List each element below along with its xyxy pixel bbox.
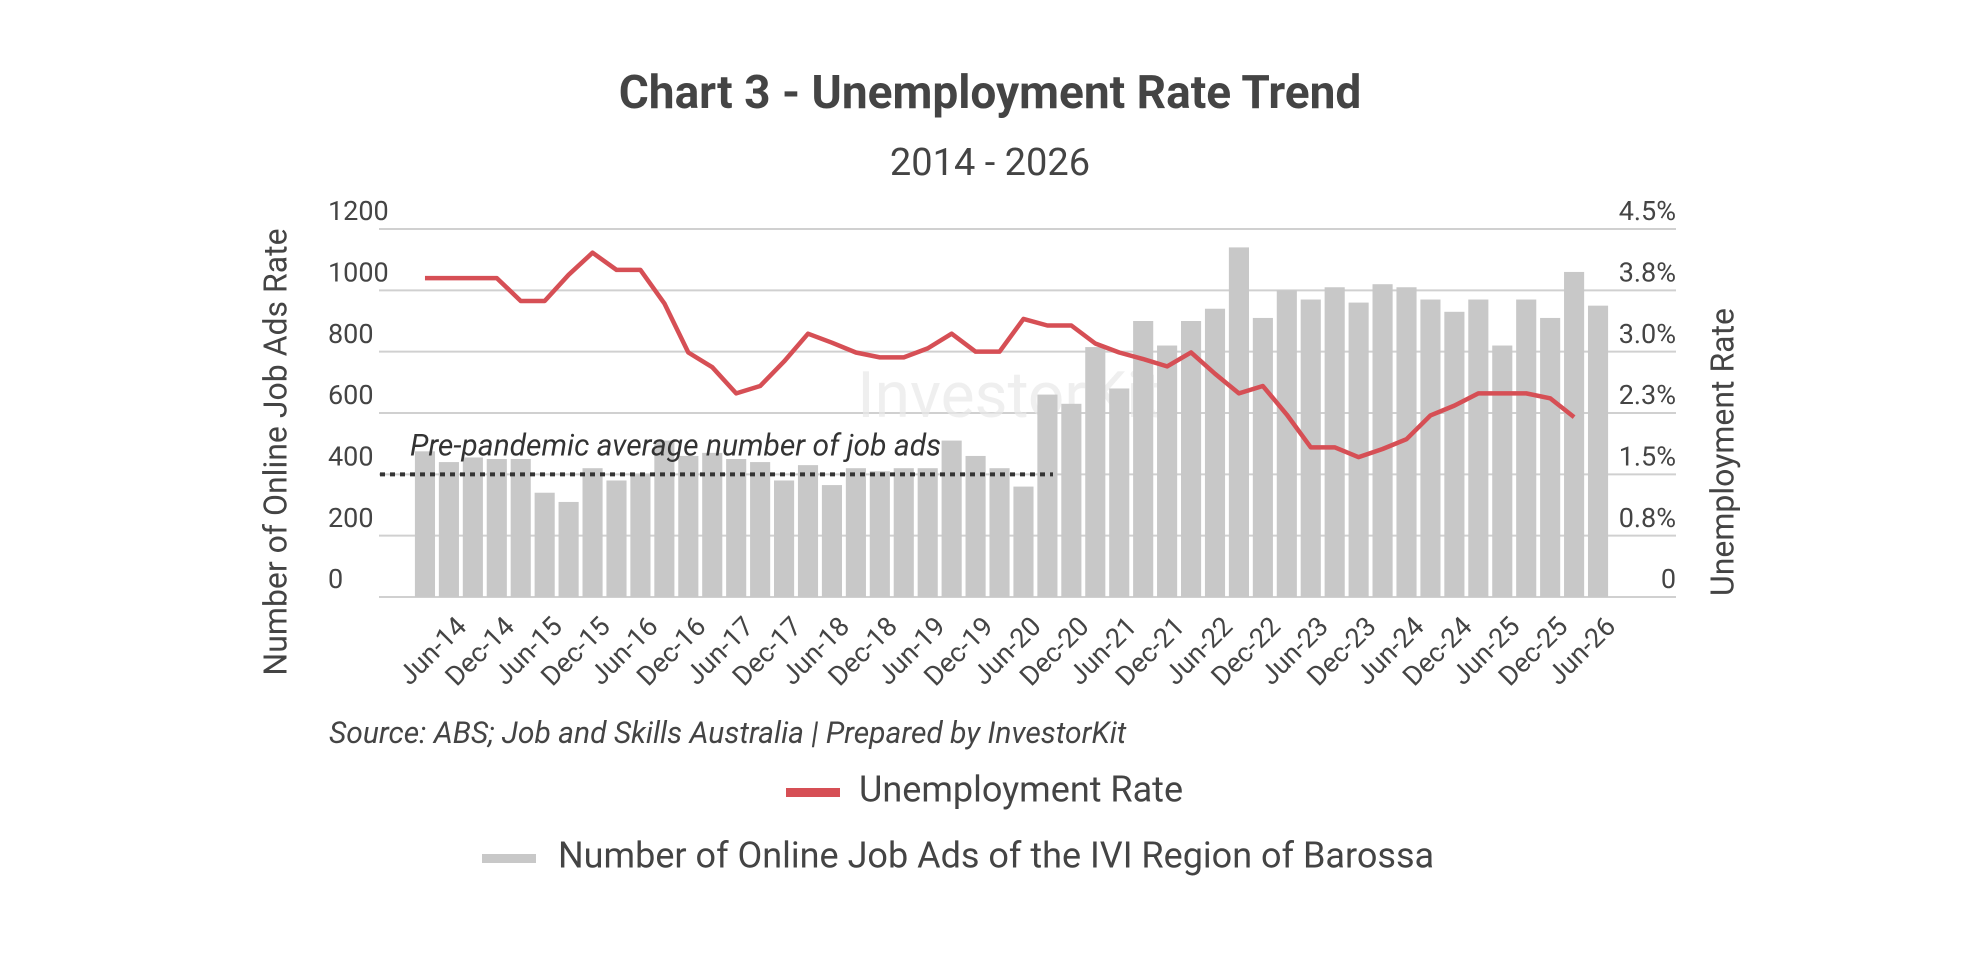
y-tick-label: 600 [328, 379, 374, 411]
bar [869, 471, 890, 597]
y2-tick-label: 4.5% [1619, 195, 1676, 227]
line-series [424, 250, 1576, 460]
y-tick-label: 400 [328, 440, 374, 472]
bar [1516, 299, 1537, 597]
bar [1061, 403, 1082, 597]
bar [774, 480, 795, 597]
y-tick-label: 1000 [328, 256, 389, 288]
bar [797, 465, 819, 597]
bar [1587, 305, 1609, 597]
bar [750, 462, 771, 597]
y2-tick-label: 0 [1661, 563, 1676, 595]
bar [1252, 317, 1273, 597]
bar [630, 474, 651, 597]
bar [1396, 287, 1417, 597]
chart-title: Chart 3 - Unemployment Rate Trend [619, 66, 1362, 120]
bar [678, 455, 699, 597]
y2-tick-label: 0.8% [1619, 502, 1676, 534]
bar [965, 455, 986, 597]
bar [941, 440, 962, 597]
bar [1420, 299, 1441, 597]
legend-label: Unemployment Rate [859, 769, 1183, 811]
bar [462, 457, 483, 597]
bar [1085, 347, 1106, 597]
bar [1564, 271, 1585, 597]
bar [1157, 345, 1178, 597]
y-tick-label: 1200 [328, 195, 389, 227]
bar [1492, 345, 1513, 597]
y2-tick-label: 3.8% [1619, 256, 1676, 288]
bar [486, 459, 507, 597]
bar [1180, 321, 1202, 597]
bar [1228, 247, 1249, 597]
bar [1109, 388, 1130, 597]
bar [726, 459, 747, 597]
bar [1276, 290, 1297, 597]
bar [438, 462, 459, 597]
chart-subtitle: 2014 - 2026 [890, 141, 1090, 185]
bar [702, 452, 723, 597]
y-tick-label: 200 [328, 502, 374, 534]
bar [606, 480, 627, 597]
y2-tick-label: 2.3% [1619, 379, 1676, 411]
y2-axis-title: Unemployment Rate [1703, 308, 1741, 596]
bar [1444, 311, 1465, 597]
annotation-text: Pre-pandemic average number of job ads [410, 428, 941, 463]
bar [821, 485, 843, 597]
bar [510, 459, 531, 597]
legend-swatch [482, 854, 536, 863]
bar [582, 468, 603, 597]
bar [1037, 394, 1058, 597]
bar [1372, 284, 1393, 597]
bar [989, 468, 1010, 597]
bar [534, 492, 555, 597]
y2-tick-label: 3.0% [1619, 318, 1676, 350]
y-tick-label: 800 [328, 318, 374, 350]
y-tick-label: 0 [328, 563, 343, 595]
legend-swatch [786, 788, 840, 797]
legend-label: Number of Online Job Ads of the IVI Regi… [558, 835, 1434, 877]
bar [1013, 486, 1034, 597]
bar [893, 468, 914, 597]
bar [1540, 317, 1561, 597]
y2-tick-label: 1.5% [1619, 440, 1676, 472]
source-note: Source: ABS; Job and Skills Australia | … [329, 716, 1127, 751]
bar [414, 451, 436, 597]
y-axis-title: Number of Online Job Ads Rate [256, 228, 294, 675]
bar [917, 468, 938, 597]
bar [1324, 287, 1345, 597]
bar [1468, 299, 1489, 597]
bar [1348, 302, 1369, 597]
bar [845, 468, 866, 597]
bar [1204, 308, 1226, 597]
bar [1133, 321, 1154, 597]
bar [558, 501, 579, 597]
bar [654, 440, 675, 597]
